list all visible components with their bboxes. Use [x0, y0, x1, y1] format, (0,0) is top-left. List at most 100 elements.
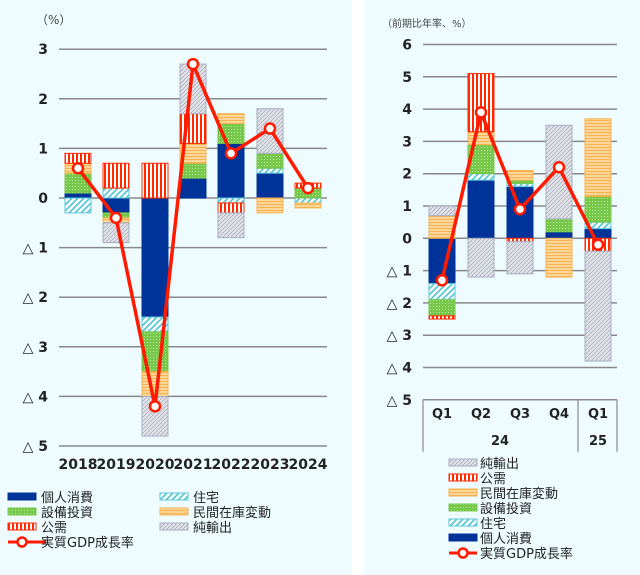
legend-label: 実質GDP成長率 [480, 546, 573, 562]
legend-item-real-gdp-growth: 実質GDP成長率 [8, 535, 134, 551]
bar-segment-housing-2019 [102, 187, 130, 199]
legend-item-net-exports: 純輸出 [448, 457, 519, 472]
x-tick-label: Q1 [588, 407, 608, 422]
x-tick-label: 2023 [251, 457, 290, 473]
legend-label: 民間在庫変動 [480, 486, 558, 502]
bar-segment-capex-2021 [179, 162, 207, 179]
annual-chart-panel: （%） 3 2 1 0 △ 1 △ 2 △ 3 △ 4 △ 5 2018 2019 2020 2021 20… [0, 0, 352, 575]
bar-segment-net-exports-Q1 [428, 205, 456, 217]
y-tick-label: 6 [402, 38, 412, 54]
y-tick-label: △ 4 [23, 389, 49, 405]
gdp-point-Q1 [435, 274, 449, 287]
legend-item-housing: 住宅 [159, 491, 219, 506]
x-tick-label: 2019 [97, 457, 136, 473]
legend-item-real-gdp-growth: 実質GDP成長率 [449, 546, 573, 562]
bar-segment-inventory-2022 [217, 113, 245, 125]
bar-segment-inventory-2023 [256, 197, 284, 214]
bar-segment-consumption-Q2 [467, 179, 495, 239]
gdp-point-2023 [263, 122, 277, 135]
legend-item-consumption: 個人消費 [448, 532, 532, 547]
y-tick-label: 3 [402, 134, 412, 150]
gdp-point-2019 [109, 211, 123, 225]
x-tick-label: 2018 [59, 457, 98, 473]
y-tick-label: 2 [38, 92, 48, 108]
x-tick-label: Q4 [549, 407, 569, 422]
bar-segment-capex-Q4 [545, 218, 573, 233]
y-axis-unit-label: （前期比年率、%） [382, 17, 472, 30]
bar-segment-inventory-Q1 [584, 118, 612, 197]
y-tick-label: 0 [38, 191, 48, 207]
legend-swatch [7, 522, 37, 531]
bar-segment-net-exports-Q1 [584, 250, 612, 362]
legend-item-net-exports: 純輸出 [159, 521, 232, 536]
quarterly-chart-panel: （前期比年率、%） 6 5 4 3 2 1 0 △ 1 △ 2 △ 3 △ 4 △ 5 Q1 Q2 Q3 Q4 Q… [364, 0, 640, 575]
bar-segment-consumption-2021 [179, 177, 207, 199]
legend-swatch [159, 507, 189, 516]
legend-item-public-demand: 公需 [448, 472, 506, 487]
legend-label: 設備投資 [480, 501, 532, 517]
y-tick-label: 2 [402, 167, 412, 183]
gdp-point-2020 [148, 400, 162, 413]
bar-segment-capex-Q1 [428, 299, 456, 317]
x-tick-label: Q1 [432, 407, 452, 422]
legend-swatch-marker [16, 536, 28, 548]
legend-swatch [7, 492, 37, 501]
y-tick-label: 1 [38, 141, 48, 157]
legend-swatch [7, 507, 37, 516]
bar-segment-net-exports-Q2 [467, 237, 495, 278]
legend-label: 純輸出 [480, 457, 519, 472]
legend-label: 純輸出 [193, 521, 232, 536]
bar-segment-consumption-2018 [64, 192, 92, 199]
y-tick-label: △ 1 [387, 264, 412, 280]
gdp-point-Q3 [513, 202, 527, 216]
bar-segment-public-demand-2022 [217, 202, 245, 214]
bar-segment-capex-2018 [64, 172, 92, 194]
y-tick-label: 1 [402, 199, 412, 215]
y-tick-label: △ 4 [387, 361, 413, 377]
legend-item-inventory: 民間在庫変動 [159, 505, 271, 521]
x-tick-label: 2022 [212, 457, 251, 473]
gdp-point-2024 [301, 181, 315, 195]
legend-swatch [448, 473, 478, 482]
y-axis-unit-label: （%） [36, 13, 71, 27]
x-tick-label: 2021 [174, 457, 213, 473]
gdp-point-2021 [186, 57, 200, 71]
bar-segment-housing-Q2 [467, 173, 495, 181]
legend-swatch [448, 533, 478, 542]
legend-item-inventory: 民間在庫変動 [448, 486, 558, 502]
bar-segment-housing-2023 [256, 167, 284, 174]
bar-segment-public-demand-2018 [64, 152, 92, 164]
bar-segment-housing-2022 [217, 197, 245, 204]
y-tick-label: △ 3 [23, 340, 48, 356]
legend-item-consumption: 個人消費 [7, 491, 93, 506]
legend-swatch [448, 488, 478, 497]
y-tick-label: 4 [402, 102, 412, 118]
y-tick-label: 0 [402, 231, 412, 247]
bar-segment-public-demand-Q2 [467, 73, 495, 133]
legend-label: 民間在庫変動 [193, 505, 271, 521]
legend-label: 個人消費 [41, 491, 93, 506]
bar-segment-net-exports-2022 [217, 212, 245, 239]
bar-segment-public-demand-2020 [141, 162, 169, 199]
legend-item-housing: 住宅 [448, 517, 506, 532]
x-tick-label: Q3 [510, 407, 530, 422]
legend-swatch [448, 518, 478, 527]
bar-segment-inventory-2024 [294, 202, 322, 209]
y-tick-label: △ 5 [23, 439, 48, 455]
legend-swatch-marker [457, 547, 469, 559]
x-tick-label: Q2 [471, 407, 491, 422]
y-tick-label: △ 2 [23, 290, 48, 306]
gdp-point-Q1 [591, 238, 605, 252]
bar-segment-inventory-Q4 [545, 237, 573, 278]
x-group-label: 24 [491, 434, 509, 449]
bar-segment-consumption-2020 [141, 197, 169, 318]
x-tick-label: 2020 [136, 457, 175, 473]
bar-segment-consumption-Q4 [545, 231, 573, 239]
y-tick-label: 3 [38, 42, 48, 58]
y-tick-label: △ 5 [387, 393, 412, 409]
x-tick-label: 2024 [289, 457, 328, 473]
legend-item-capex: 設備投資 [7, 505, 93, 521]
legend-label: 公需 [41, 521, 67, 536]
quarterly-gdp-contribution-chart: （前期比年率、%） 6 5 4 3 2 1 0 △ 1 △ 2 △ 3 △ 4 △ 5 Q1 Q2 Q3 Q4 Q… [382, 17, 618, 562]
legend-label: 設備投資 [41, 505, 93, 521]
